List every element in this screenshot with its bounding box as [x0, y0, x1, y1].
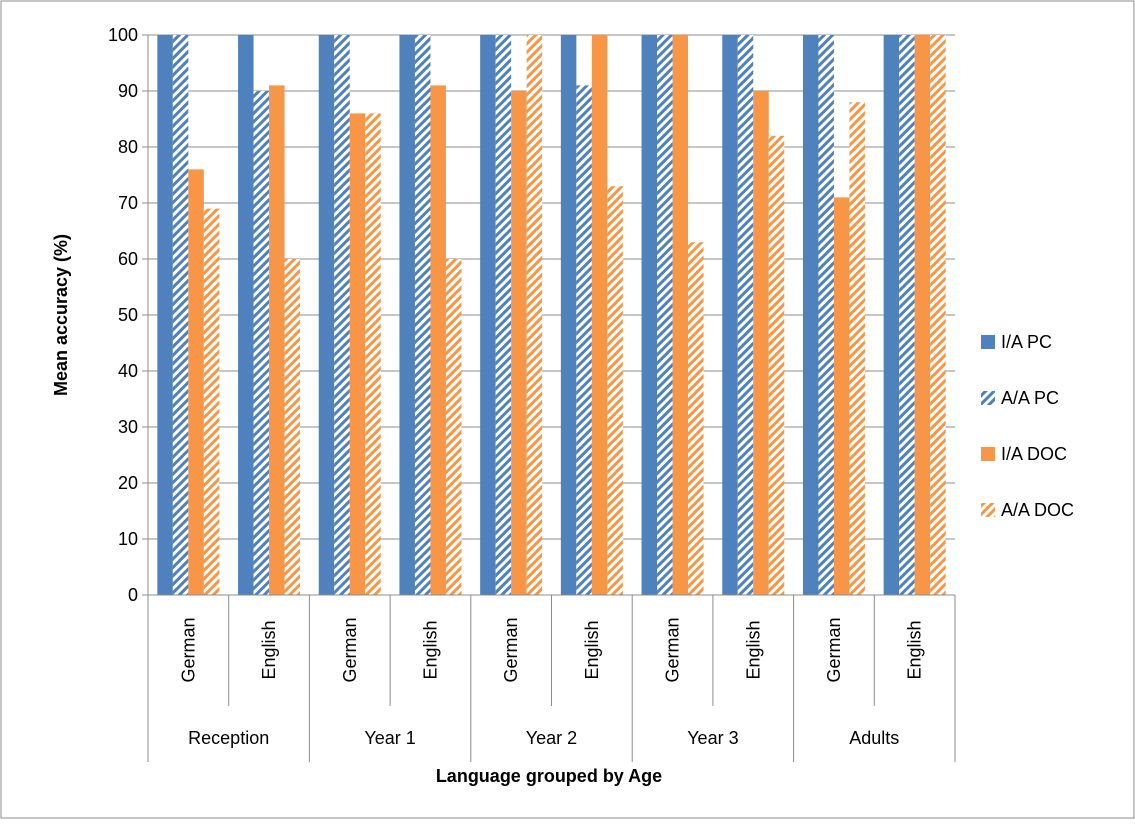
- y-tick-label: 0: [128, 585, 138, 605]
- bar: [576, 85, 592, 596]
- bar: [269, 85, 285, 596]
- bar: [672, 35, 689, 595]
- bar: [802, 35, 819, 595]
- y-tick-label: 60: [118, 249, 138, 269]
- legend-label: I/A PC: [1001, 332, 1052, 352]
- y-tick-label: 70: [118, 193, 138, 213]
- legend-item: I/A PC: [981, 332, 1052, 352]
- bar: [722, 35, 738, 595]
- legend-swatch: [981, 391, 995, 405]
- y-axis-title: Mean accuracy (%): [51, 234, 71, 396]
- x-category-label: German: [340, 617, 360, 682]
- bar: [157, 35, 173, 595]
- x-group-label: Adults: [849, 728, 899, 748]
- bar: [495, 35, 512, 595]
- legend-swatch: [981, 447, 995, 461]
- bar: [753, 91, 769, 595]
- bar: [818, 35, 834, 595]
- bar: [399, 35, 415, 595]
- bar: [414, 35, 431, 595]
- x-category-label: German: [663, 617, 683, 682]
- y-tick-label: 90: [118, 81, 138, 101]
- bar: [688, 242, 704, 595]
- x-category-labels: German English German English German English G…: [178, 617, 924, 682]
- bar: [899, 35, 915, 595]
- bar: [318, 35, 335, 595]
- bar: [591, 35, 608, 595]
- legend-label: A/A PC: [1001, 388, 1059, 408]
- x-category-label: English: [582, 620, 602, 679]
- x-category-label: English: [259, 620, 279, 679]
- x-category-label: German: [501, 617, 521, 682]
- legend-swatch: [981, 335, 995, 349]
- x-group-label: Year 2: [526, 728, 577, 748]
- x-category-label: English: [420, 620, 440, 679]
- bar: [480, 35, 496, 595]
- x-group-label: Reception: [188, 728, 269, 748]
- bar: [253, 91, 270, 595]
- x-group-label: Year 1: [364, 728, 415, 748]
- y-tick-label: 50: [118, 305, 138, 325]
- legend-label: A/A DOC: [1001, 500, 1074, 520]
- legend-swatch: [981, 503, 995, 517]
- legend-item: A/A PC: [981, 388, 1059, 408]
- y-tick-labels: 0 10 20 30 40 50 60 70 80 90 100: [108, 25, 138, 605]
- bar: [560, 35, 577, 595]
- legend-item: I/A DOC: [981, 444, 1067, 464]
- bar: [238, 35, 254, 595]
- y-tick-label: 100: [108, 25, 138, 45]
- bar: [188, 169, 204, 595]
- bar: [526, 35, 543, 595]
- legend: I/A PC A/A PC I/A DOC A/A DOC: [981, 332, 1074, 520]
- bar: [334, 35, 350, 595]
- y-tick-label: 20: [118, 473, 138, 493]
- bar: [445, 259, 462, 595]
- x-category-label: English: [905, 620, 925, 679]
- bar: [349, 113, 366, 596]
- x-category-label: German: [824, 617, 844, 682]
- x-category-label: English: [743, 620, 763, 679]
- bar: [365, 113, 381, 596]
- bar: [833, 197, 850, 595]
- x-axis-title: Language grouped by Age: [436, 766, 662, 786]
- y-tick-label: 40: [118, 361, 138, 381]
- bar: [203, 208, 220, 595]
- legend-label: I/A DOC: [1001, 444, 1067, 464]
- bar: [284, 259, 301, 595]
- bar: [430, 85, 446, 596]
- bar: [607, 186, 623, 595]
- bar: [657, 35, 673, 595]
- legend-item: A/A DOC: [981, 500, 1074, 520]
- bars: [157, 35, 946, 596]
- bar: [768, 135, 785, 596]
- bar: [914, 35, 931, 595]
- y-tick-label: 30: [118, 417, 138, 437]
- axes: [147, 35, 956, 762]
- bar: [883, 35, 900, 595]
- y-tick-label: 10: [118, 529, 138, 549]
- bar: [930, 35, 946, 595]
- x-group-labels: Reception Year 1 Year 2 Year 3 Adults: [188, 728, 899, 748]
- bar: [641, 35, 658, 595]
- x-category-label: German: [178, 617, 198, 682]
- bar: [737, 35, 754, 595]
- y-tick-label: 80: [118, 137, 138, 157]
- bar: [172, 35, 189, 595]
- x-group-label: Year 3: [687, 728, 738, 748]
- bar: [849, 102, 865, 595]
- bar: [511, 91, 527, 595]
